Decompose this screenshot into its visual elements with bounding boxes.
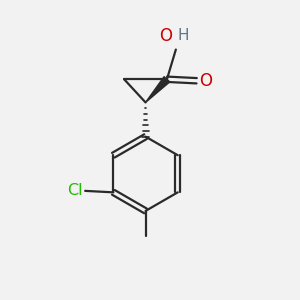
Text: H: H xyxy=(177,28,189,43)
Text: O: O xyxy=(199,72,212,90)
Polygon shape xyxy=(146,76,170,102)
Text: Cl: Cl xyxy=(67,183,83,198)
Text: O: O xyxy=(159,27,172,45)
